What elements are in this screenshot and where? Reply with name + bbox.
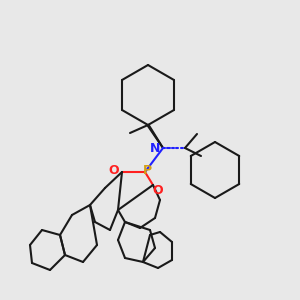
Text: N: N (150, 142, 160, 154)
Text: P: P (142, 164, 152, 176)
Text: O: O (153, 184, 163, 196)
Text: O: O (109, 164, 119, 176)
